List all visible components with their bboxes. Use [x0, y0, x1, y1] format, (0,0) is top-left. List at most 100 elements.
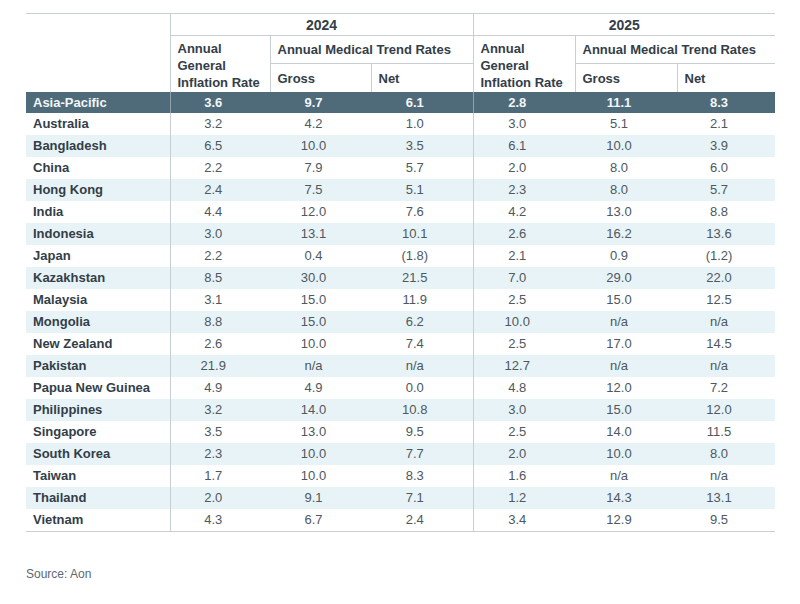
- table-row: Thailand 2.0 9.1 7.1 1.2 14.3 13.1: [26, 487, 775, 509]
- value-cell: 2.1: [677, 113, 775, 135]
- value-cell: 2.5: [473, 289, 575, 311]
- value-cell: 17.0: [575, 333, 677, 355]
- value-cell: 10.0: [270, 135, 371, 157]
- country-cell: Indonesia: [26, 223, 170, 245]
- value-cell: 4.8: [473, 377, 575, 399]
- region-value-cell: 6.1: [371, 92, 473, 113]
- value-cell: 12.0: [575, 377, 677, 399]
- value-cell: n/a: [371, 355, 473, 377]
- value-cell: 10.0: [270, 465, 371, 487]
- value-cell: 1.0: [371, 113, 473, 135]
- value-cell: 8.0: [575, 157, 677, 179]
- country-cell: Mongolia: [26, 311, 170, 333]
- table-row: Indonesia 3.0 13.1 10.1 2.6 16.2 13.6: [26, 223, 775, 245]
- table-row: India 4.4 12.0 7.6 4.2 13.0 8.8: [26, 201, 775, 223]
- value-cell: 10.1: [371, 223, 473, 245]
- country-cell: Papua New Guinea: [26, 377, 170, 399]
- col-header-net-2025: Net: [677, 64, 775, 92]
- table-row: Singapore 3.5 13.0 9.5 2.5 14.0 11.5: [26, 421, 775, 443]
- medical-trend-table: 2024 2025 Annual General Inflation Rate …: [26, 13, 775, 532]
- table-row: Taiwan 1.7 10.0 8.3 1.6 n/a n/a: [26, 465, 775, 487]
- value-cell: 8.0: [677, 443, 775, 465]
- value-cell: 3.9: [677, 135, 775, 157]
- value-cell: 2.1: [473, 245, 575, 267]
- value-cell: 10.0: [575, 443, 677, 465]
- value-cell: 2.2: [170, 157, 270, 179]
- value-cell: 2.4: [170, 179, 270, 201]
- value-cell: 7.7: [371, 443, 473, 465]
- value-cell: 13.1: [270, 223, 371, 245]
- value-cell: 4.4: [170, 201, 270, 223]
- value-cell: 5.7: [677, 179, 775, 201]
- country-cell: Bangladesh: [26, 135, 170, 157]
- value-cell: 14.0: [270, 399, 371, 421]
- value-cell: 21.9: [170, 355, 270, 377]
- value-cell: 21.5: [371, 267, 473, 289]
- value-cell: 15.0: [575, 289, 677, 311]
- value-cell: 14.5: [677, 333, 775, 355]
- table-row: Bangladesh 6.5 10.0 3.5 6.1 10.0 3.9: [26, 135, 775, 157]
- table-row: Philippines 3.2 14.0 10.8 3.0 15.0 12.0: [26, 399, 775, 421]
- table-row: Pakistan 21.9 n/a n/a 12.7 n/a n/a: [26, 355, 775, 377]
- value-cell: 12.0: [270, 201, 371, 223]
- value-cell: 12.9: [575, 509, 677, 532]
- value-cell: 10.0: [270, 333, 371, 355]
- value-cell: n/a: [677, 465, 775, 487]
- value-cell: 3.4: [473, 509, 575, 532]
- year-header-2025: 2025: [473, 14, 775, 36]
- table-row: Australia 3.2 4.2 1.0 3.0 5.1 2.1: [26, 113, 775, 135]
- table-row: China 2.2 7.9 5.7 2.0 8.0 6.0: [26, 157, 775, 179]
- value-cell: 14.3: [575, 487, 677, 509]
- region-value-cell: 2.8: [473, 92, 575, 113]
- value-cell: 13.0: [270, 421, 371, 443]
- value-cell: 5.1: [371, 179, 473, 201]
- value-cell: 8.0: [575, 179, 677, 201]
- value-cell: 5.1: [575, 113, 677, 135]
- value-cell: 8.8: [677, 201, 775, 223]
- col-header-inflation-2024: Annual General Inflation Rate: [170, 36, 270, 92]
- table-row: Papua New Guinea 4.9 4.9 0.0 4.8 12.0 7.…: [26, 377, 775, 399]
- value-cell: 12.0: [677, 399, 775, 421]
- value-cell: 9.1: [270, 487, 371, 509]
- value-cell: 15.0: [270, 289, 371, 311]
- source-note: Source: Aon: [26, 567, 91, 581]
- value-cell: 3.2: [170, 399, 270, 421]
- value-cell: 2.5: [473, 333, 575, 355]
- region-value-cell: 8.3: [677, 92, 775, 113]
- value-cell: 3.0: [170, 223, 270, 245]
- value-cell: 3.1: [170, 289, 270, 311]
- value-cell: 5.7: [371, 157, 473, 179]
- table-row: Hong Kong 2.4 7.5 5.1 2.3 8.0 5.7: [26, 179, 775, 201]
- value-cell: 6.1: [473, 135, 575, 157]
- year-header-2024: 2024: [170, 14, 473, 36]
- value-cell: 6.5: [170, 135, 270, 157]
- table-row: Malaysia 3.1 15.0 11.9 2.5 15.0 12.5: [26, 289, 775, 311]
- value-cell: 11.9: [371, 289, 473, 311]
- value-cell: 2.3: [170, 443, 270, 465]
- value-cell: 3.0: [473, 113, 575, 135]
- value-cell: 10.8: [371, 399, 473, 421]
- value-cell: 13.0: [575, 201, 677, 223]
- table-row: Vietnam 4.3 6.7 2.4 3.4 12.9 9.5: [26, 509, 775, 532]
- value-cell: 14.0: [575, 421, 677, 443]
- value-cell: 13.6: [677, 223, 775, 245]
- value-cell: 9.5: [677, 509, 775, 532]
- country-cell: Singapore: [26, 421, 170, 443]
- country-cell: Thailand: [26, 487, 170, 509]
- country-cell: Australia: [26, 113, 170, 135]
- country-cell: Vietnam: [26, 509, 170, 532]
- value-cell: n/a: [677, 311, 775, 333]
- value-cell: 1.6: [473, 465, 575, 487]
- value-cell: 3.5: [170, 421, 270, 443]
- region-value-cell: 3.6: [170, 92, 270, 113]
- table-row: Kazakhstan 8.5 30.0 21.5 7.0 29.0 22.0: [26, 267, 775, 289]
- value-cell: 16.2: [575, 223, 677, 245]
- value-cell: 2.0: [473, 443, 575, 465]
- value-cell: 11.5: [677, 421, 775, 443]
- country-cell: South Korea: [26, 443, 170, 465]
- report-page: 2024 2025 Annual General Inflation Rate …: [0, 0, 800, 604]
- value-cell: n/a: [677, 355, 775, 377]
- country-cell: Malaysia: [26, 289, 170, 311]
- value-cell: 7.1: [371, 487, 473, 509]
- table-row: New Zealand 2.6 10.0 7.4 2.5 17.0 14.5: [26, 333, 775, 355]
